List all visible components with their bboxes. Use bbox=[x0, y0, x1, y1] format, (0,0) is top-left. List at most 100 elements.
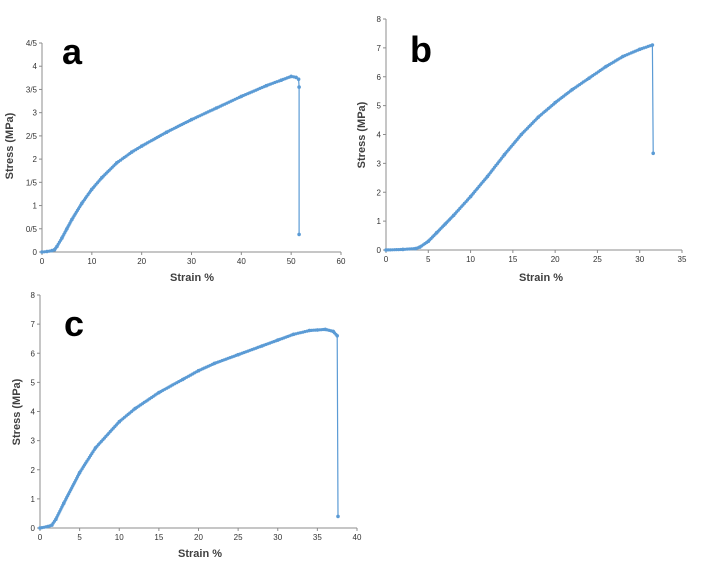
y-tick-label: 0/5 bbox=[26, 225, 38, 234]
panel-a-x-axis-label: Strain % bbox=[170, 272, 214, 284]
panel-b-label: b bbox=[410, 29, 432, 70]
data-point bbox=[65, 227, 69, 231]
y-tick-label: 2 bbox=[33, 155, 38, 164]
data-point bbox=[637, 47, 642, 52]
y-tick-label: 4 bbox=[377, 131, 382, 140]
y-tick-label: 5 bbox=[377, 102, 382, 111]
data-point bbox=[384, 248, 388, 252]
panel-c-y-axis-label: Stress (MPa) bbox=[11, 378, 23, 445]
data-point bbox=[553, 100, 557, 105]
x-tick-label: 10 bbox=[466, 255, 475, 264]
data-point bbox=[485, 174, 490, 179]
chart-panel-a: 0 10 20 30 40 50 60 0 0/5 1 1/5 2 2/5 3 3/5 4 4/5 a Stra… bbox=[4, 31, 346, 284]
data-point bbox=[519, 132, 524, 137]
data-point bbox=[651, 151, 655, 156]
x-tick-label: 0 bbox=[384, 255, 389, 264]
data-point bbox=[260, 344, 264, 348]
x-tick-label: 10 bbox=[87, 257, 96, 266]
y-tick-label: 8 bbox=[31, 291, 36, 300]
x-tick-label: 35 bbox=[678, 255, 687, 264]
data-point bbox=[307, 328, 312, 333]
y-tick-label: 6 bbox=[377, 73, 382, 82]
y-tick-label: 2 bbox=[31, 466, 36, 475]
data-point bbox=[239, 94, 244, 99]
y-tick-label: 0 bbox=[33, 248, 38, 257]
y-tick-label: 2 bbox=[377, 188, 382, 197]
data-point bbox=[70, 217, 74, 222]
series-line-c bbox=[39, 328, 339, 529]
data-point bbox=[115, 161, 119, 165]
data-point bbox=[587, 76, 591, 80]
data-point bbox=[77, 470, 82, 475]
data-point bbox=[117, 419, 122, 424]
panel-c-ticks: 0 5 10 15 20 25 30 35 40 0 1 2 3 4 5 6 7 8 bbox=[31, 291, 362, 542]
data-point bbox=[55, 244, 59, 249]
y-tick-label: 1 bbox=[33, 202, 38, 211]
x-tick-label: 25 bbox=[593, 255, 602, 264]
data-point bbox=[90, 187, 94, 192]
series-line-b bbox=[385, 44, 654, 251]
data-point bbox=[418, 245, 422, 249]
data-point bbox=[196, 368, 201, 373]
x-tick-label: 50 bbox=[287, 257, 296, 266]
series-line-a bbox=[41, 75, 300, 253]
y-tick-label: 1 bbox=[31, 495, 36, 504]
x-tick-label: 30 bbox=[635, 255, 644, 264]
data-point bbox=[331, 329, 336, 334]
data-point bbox=[536, 115, 540, 119]
y-tick-label: 6 bbox=[31, 349, 36, 358]
data-point bbox=[434, 230, 439, 235]
x-tick-label: 30 bbox=[187, 257, 196, 266]
x-tick-label: 20 bbox=[137, 257, 146, 266]
data-point bbox=[133, 406, 137, 411]
data-point bbox=[164, 130, 169, 134]
data-point bbox=[401, 247, 405, 252]
panel-b-series bbox=[384, 43, 655, 252]
data-point bbox=[214, 106, 219, 110]
y-tick-label: 0 bbox=[377, 246, 382, 255]
data-point bbox=[279, 78, 284, 82]
x-tick-label: 20 bbox=[194, 533, 203, 542]
data-point bbox=[139, 144, 144, 148]
data-point bbox=[323, 327, 328, 332]
y-tick-label: 1 bbox=[377, 217, 382, 226]
x-tick-label: 40 bbox=[353, 533, 362, 542]
data-point bbox=[570, 87, 574, 92]
x-tick-label: 5 bbox=[77, 533, 82, 542]
y-tick-label: 4 bbox=[33, 62, 38, 71]
y-tick-label: 8 bbox=[377, 15, 382, 24]
y-tick-label: 2/5 bbox=[26, 132, 38, 141]
data-point bbox=[38, 526, 42, 530]
data-point bbox=[62, 501, 66, 506]
panel-c-label: c bbox=[64, 303, 84, 344]
y-tick-label: 4 bbox=[31, 408, 36, 417]
data-point bbox=[297, 85, 301, 89]
panel-a-y-axis-label: Stress (MPa) bbox=[4, 112, 16, 179]
x-tick-label: 25 bbox=[234, 533, 243, 542]
data-point bbox=[413, 246, 418, 251]
panel-a-label: a bbox=[62, 31, 83, 72]
data-point bbox=[276, 338, 280, 342]
y-tick-label: 3/5 bbox=[26, 85, 38, 94]
data-point bbox=[40, 250, 44, 254]
y-tick-label: 1/5 bbox=[26, 178, 38, 187]
data-point bbox=[46, 524, 50, 529]
data-point bbox=[180, 377, 185, 382]
y-tick-label: 3 bbox=[33, 109, 38, 118]
data-point bbox=[297, 232, 301, 237]
data-point bbox=[335, 334, 340, 338]
data-point bbox=[60, 236, 64, 240]
data-point bbox=[468, 194, 473, 199]
data-point bbox=[54, 517, 58, 522]
x-tick-label: 35 bbox=[313, 533, 322, 542]
y-tick-label: 0 bbox=[31, 524, 36, 533]
data-point bbox=[50, 523, 54, 527]
y-tick-label: 5 bbox=[31, 378, 36, 387]
y-tick-label: 7 bbox=[377, 44, 382, 53]
panel-c-series bbox=[38, 327, 340, 530]
panel-c-x-axis-label: Strain % bbox=[178, 548, 222, 560]
data-point bbox=[502, 152, 507, 157]
y-tick-label: 4/5 bbox=[26, 39, 38, 48]
data-point bbox=[129, 150, 134, 154]
